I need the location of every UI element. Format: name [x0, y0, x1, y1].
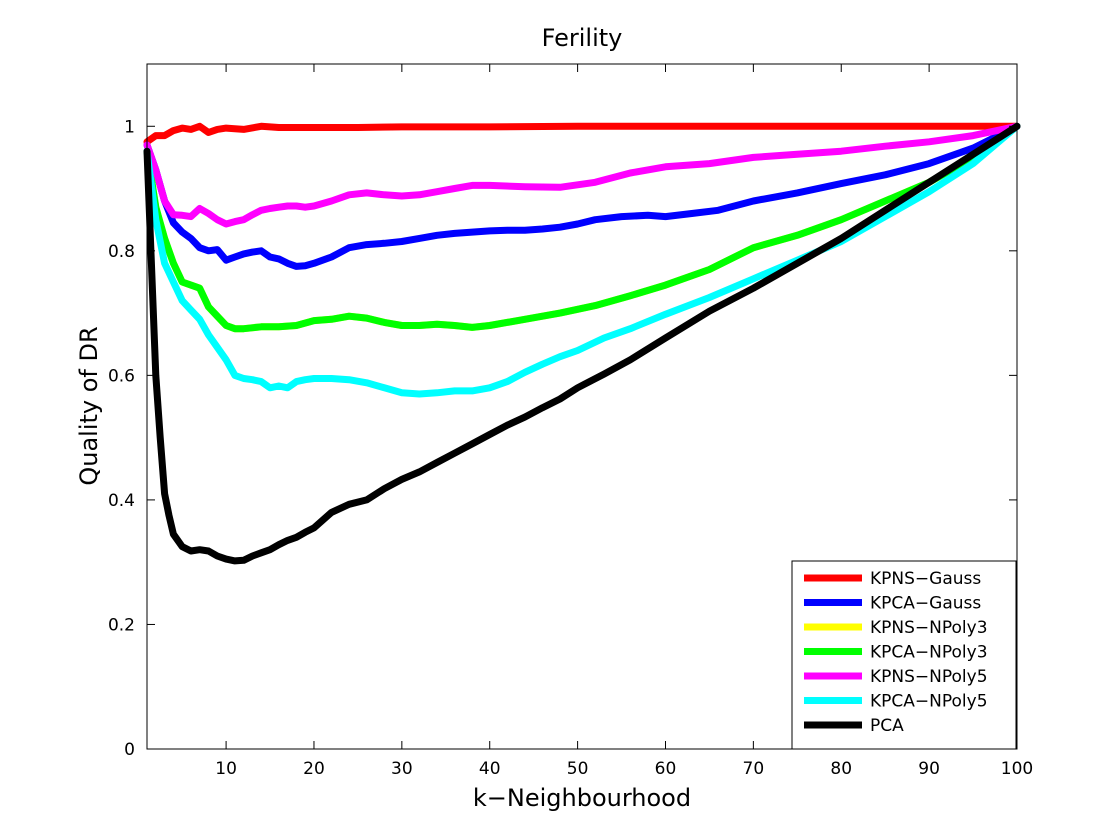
x-axis: 10 20 30 40 50 60 70 80 90 100	[215, 64, 1033, 779]
x-tick-label: 70	[743, 759, 765, 779]
legend-label: KPNS−NPoly3	[870, 618, 988, 638]
x-tick-label: 30	[391, 759, 413, 779]
x-axis-title: k−Neighbourhood	[473, 784, 691, 812]
x-tick-label: 50	[567, 759, 589, 779]
y-tick-label: 0.6	[108, 366, 135, 386]
series-line-4	[143, 122, 1021, 333]
x-tick-label: 60	[655, 759, 677, 779]
y-tick-label: 1	[124, 117, 135, 137]
plot-frame	[146, 63, 1018, 750]
y-tick-label: 0.8	[108, 242, 135, 262]
legend-label: KPNS−Gauss	[870, 569, 981, 589]
y-tick-label: 0	[124, 740, 135, 760]
y-axis: 0 0.2 0.4 0.6 0.8 1	[108, 117, 1017, 760]
series-line-6	[143, 122, 1021, 398]
series-line-2	[143, 122, 1021, 270]
legend-label: KPNS−NPoly5	[870, 667, 988, 687]
series-line-5	[143, 122, 1021, 228]
x-tick-label: 90	[918, 759, 940, 779]
plot-lines	[143, 122, 1021, 565]
series-line-1	[143, 122, 1021, 146]
chart-title: Ferility	[542, 24, 623, 52]
legend: KPNS−Gauss KPCA−Gauss KPNS−NPoly3 KPCA−NPol…	[791, 560, 1017, 750]
legend-label: PCA	[870, 716, 904, 736]
series-line-7	[143, 122, 1021, 565]
x-tick-label: 20	[303, 759, 325, 779]
x-tick-label: 80	[830, 759, 852, 779]
y-axis-title: Quality of DR	[75, 326, 103, 485]
legend-label: KPCA−NPoly5	[870, 692, 988, 712]
legend-label: KPCA−Gauss	[870, 594, 981, 614]
x-tick-label: 100	[1001, 759, 1033, 779]
legend-label: KPCA−NPoly3	[870, 643, 988, 663]
y-tick-label: 0.2	[108, 615, 135, 635]
x-tick-label: 40	[479, 759, 501, 779]
x-tick-label: 10	[215, 759, 237, 779]
y-tick-label: 0.4	[108, 491, 135, 511]
